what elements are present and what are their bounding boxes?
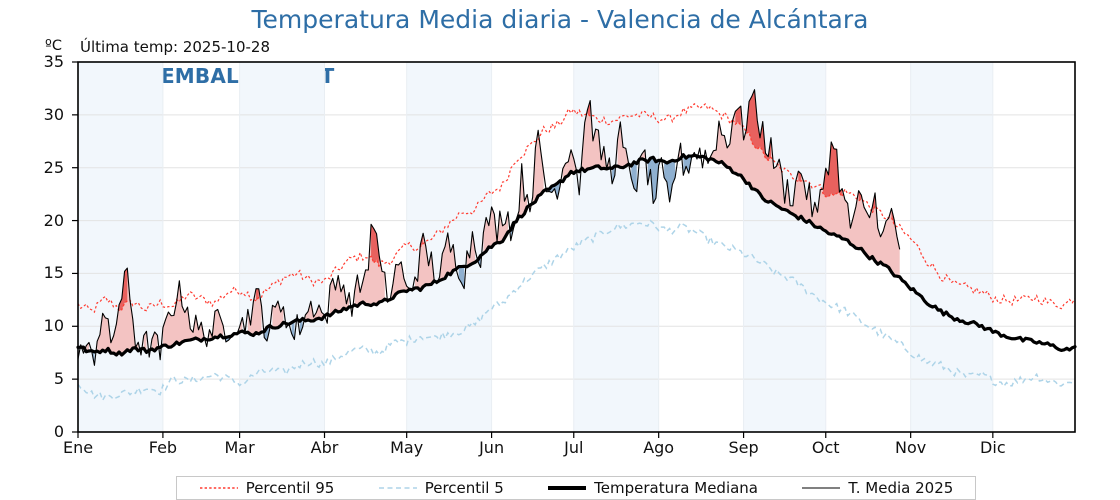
x-tick-label: Nov <box>895 438 927 457</box>
series-percentil-95 <box>77 102 1076 314</box>
page-title: Temperatura Media diaria - Valencia de A… <box>251 5 869 34</box>
fill-below-median <box>612 165 615 184</box>
fill-above-median <box>617 121 629 168</box>
fill-above-p95 <box>735 106 741 126</box>
series-percentil-5 <box>77 219 1076 403</box>
legend-swatch-percentil-95 <box>199 487 238 489</box>
fill-above-median <box>272 301 284 329</box>
y-axis-unit-label: ºC <box>45 38 62 54</box>
plot-frame <box>77 61 1076 433</box>
legend-swatch-percentil-5 <box>378 487 417 489</box>
legend-item[interactable]: Temperatura Mediana <box>547 479 758 497</box>
fill-above-median <box>414 233 435 291</box>
legend-label: Temperatura Mediana <box>594 479 758 497</box>
y-tick-label: 20 <box>43 210 64 230</box>
fill-above-median <box>305 301 325 321</box>
legend-swatch-t-media-2025 <box>802 487 841 489</box>
y-tick-label: 35 <box>43 52 64 71</box>
x-tick-label: May <box>390 438 424 457</box>
x-tick-label: Mar <box>224 438 255 457</box>
month-band <box>910 62 993 432</box>
y-tick-label: 25 <box>43 157 64 177</box>
fill-above-p95 <box>371 224 380 268</box>
legend-label: Percentil 95 <box>245 479 335 497</box>
x-tick-label: Ene <box>62 438 94 457</box>
fill-above-median <box>329 275 350 316</box>
series-temperatura-mediana <box>76 153 1077 357</box>
x-tick-label: Dic <box>980 438 1006 457</box>
y-tick-label: 30 <box>43 104 64 124</box>
fill-below-median <box>664 160 676 202</box>
x-tick-label: Oct <box>811 438 840 457</box>
fill-above-median <box>516 163 528 222</box>
x-tick-label: Jun <box>479 438 505 457</box>
fill-above-p95 <box>823 141 843 197</box>
y-tick-label: 10 <box>43 316 64 336</box>
x-tick-label: Ago <box>643 438 675 457</box>
y-tick-label: 0 <box>53 422 64 441</box>
y-tick-label: 15 <box>43 263 64 283</box>
y-tick-label: 5 <box>53 369 64 389</box>
legend-label: T. Media 2025 <box>848 479 954 497</box>
x-tick-label: Sep <box>728 438 759 457</box>
series-t-media-2025 <box>77 89 901 366</box>
fill-below-median <box>264 325 270 342</box>
fill-below-median <box>631 161 637 192</box>
fill-above-median <box>86 342 89 352</box>
legend-label: Percentil 5 <box>424 479 504 497</box>
chart-legend: Percentil 95 Percentil 5 Temperatura Med… <box>176 476 976 500</box>
x-tick-label: Abr <box>310 438 339 457</box>
fill-above-median <box>439 232 456 281</box>
legend-swatch-temperatura-mediana <box>548 486 587 490</box>
legend-item[interactable]: Percentil 5 <box>378 479 504 497</box>
legend-item[interactable]: Percentil 95 <box>199 479 335 497</box>
month-band <box>239 62 325 432</box>
x-tick-label: Feb <box>148 438 178 457</box>
last-temp-label: Última temp: 2025-10-28 <box>80 38 271 56</box>
fill-below-median <box>458 266 465 289</box>
fill-below-median <box>683 154 692 176</box>
month-band <box>78 62 163 432</box>
fill-above-p95 <box>858 190 862 201</box>
legend-item[interactable]: T. Media 2025 <box>801 479 953 497</box>
fill-above-median <box>97 268 139 355</box>
x-tick-label: Jul <box>564 438 584 457</box>
